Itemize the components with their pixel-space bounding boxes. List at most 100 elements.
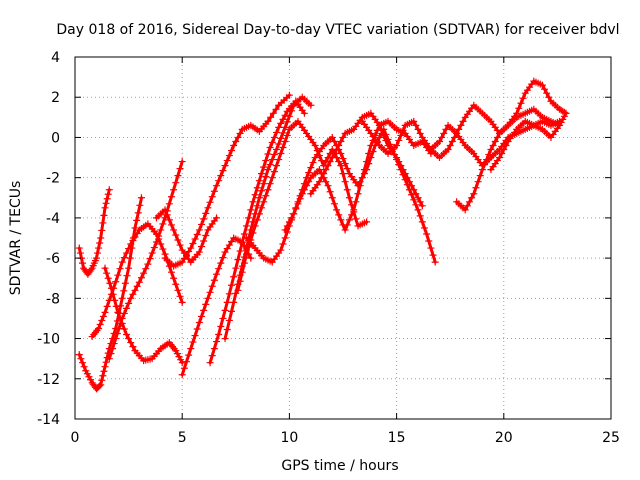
- data-point-marker: [185, 351, 193, 359]
- data-point-marker: [281, 234, 289, 242]
- data-point-marker: [556, 121, 564, 129]
- data-point-marker: [412, 121, 420, 129]
- data-point-marker: [146, 255, 154, 263]
- data-point-marker: [339, 133, 347, 141]
- data-point-marker: [144, 260, 152, 268]
- series-track-8: [178, 234, 255, 379]
- data-point-marker: [418, 218, 426, 226]
- data-point-marker: [320, 170, 328, 178]
- data-point-marker: [187, 244, 195, 252]
- data-point-marker: [328, 133, 336, 141]
- data-point-marker: [105, 186, 113, 194]
- data-point-marker: [238, 239, 246, 247]
- data-point-marker: [268, 138, 276, 146]
- data-point-marker: [195, 318, 203, 326]
- y-tick-label: -6: [46, 251, 60, 267]
- data-point-marker: [217, 322, 225, 330]
- data-point-marker: [112, 278, 120, 286]
- chart-title: Day 018 of 2016, Sidereal Day-to-day VTE…: [56, 22, 619, 38]
- data-point-marker: [500, 146, 508, 154]
- data-point-marker: [234, 133, 242, 141]
- data-point-marker: [281, 226, 289, 234]
- series-track-13: [281, 117, 435, 234]
- data-point-marker: [335, 211, 343, 219]
- data-point-marker: [380, 131, 388, 139]
- y-tick-label: -2: [46, 171, 60, 187]
- data-point-marker: [193, 230, 201, 238]
- data-point-marker: [275, 123, 283, 131]
- x-tick-label: 5: [178, 430, 187, 446]
- data-point-marker: [197, 220, 205, 228]
- data-point-marker: [262, 157, 270, 165]
- data-point-marker: [208, 352, 216, 360]
- data-point-marker: [177, 356, 185, 364]
- data-point-marker: [129, 290, 137, 298]
- data-point-marker: [225, 290, 233, 298]
- data-point-marker: [95, 244, 103, 252]
- data-point-marker: [133, 282, 141, 290]
- data-point-marker: [339, 155, 347, 163]
- data-point-marker: [277, 150, 285, 158]
- data-point-marker: [559, 115, 567, 123]
- data-point-marker: [197, 243, 205, 251]
- y-tick-label: -4: [46, 211, 60, 227]
- data-point-marker: [269, 109, 277, 117]
- x-tick-label: 10: [280, 430, 298, 446]
- data-point-marker: [442, 125, 450, 133]
- data-point-marker: [483, 156, 491, 164]
- data-point-marker: [99, 312, 107, 320]
- data-point-marker: [444, 146, 452, 154]
- data-point-marker: [230, 298, 238, 306]
- data-point-marker: [515, 104, 523, 112]
- series-line: [90, 222, 184, 338]
- data-point-marker: [210, 187, 218, 195]
- data-point-marker: [79, 359, 87, 367]
- data-point-marker: [134, 209, 142, 217]
- data-point-marker: [416, 129, 424, 137]
- y-tick-label: -10: [37, 332, 60, 348]
- data-point-marker: [326, 158, 334, 166]
- data-point-marker: [267, 113, 275, 121]
- series-track-4: [101, 264, 186, 367]
- data-point-marker: [305, 178, 313, 186]
- data-point-marker: [122, 304, 130, 312]
- data-point-marker: [343, 186, 351, 194]
- data-point-marker: [288, 107, 296, 115]
- data-point-marker: [101, 308, 109, 316]
- data-point-marker: [97, 381, 105, 389]
- data-point-marker: [219, 314, 227, 322]
- data-point-marker: [285, 112, 293, 120]
- data-point-marker: [251, 222, 259, 230]
- data-point-marker: [107, 284, 115, 292]
- data-point-marker: [126, 254, 134, 262]
- data-point-marker: [363, 158, 371, 166]
- data-point-marker: [416, 198, 424, 206]
- data-point-marker: [268, 174, 276, 182]
- data-point-marker: [175, 353, 183, 361]
- data-point-marker: [223, 245, 231, 253]
- data-point-marker: [410, 186, 418, 194]
- data-point-marker: [92, 254, 100, 262]
- data-point-marker: [232, 264, 240, 272]
- y-tick-label: -12: [37, 372, 60, 388]
- data-point-marker: [266, 180, 274, 188]
- data-point-marker: [335, 141, 343, 149]
- data-point-marker: [328, 194, 336, 202]
- data-point-marker: [125, 335, 133, 343]
- data-point-marker: [148, 249, 156, 257]
- data-point-marker: [427, 244, 435, 252]
- data-point-marker: [283, 118, 291, 126]
- data-point-marker: [140, 269, 148, 277]
- data-point-marker: [408, 191, 416, 199]
- data-point-marker: [236, 247, 244, 255]
- data-point-marker: [202, 209, 210, 217]
- data-point-marker: [324, 182, 332, 190]
- data-point-marker: [228, 147, 236, 155]
- data-point-marker: [275, 156, 283, 164]
- data-point-marker: [412, 190, 420, 198]
- data-point-marker: [155, 232, 163, 240]
- data-point-marker: [125, 264, 133, 272]
- data-point-marker: [172, 231, 180, 239]
- data-point-marker: [543, 89, 551, 97]
- y-axis-label: SDTVAR / TECUs: [8, 181, 24, 296]
